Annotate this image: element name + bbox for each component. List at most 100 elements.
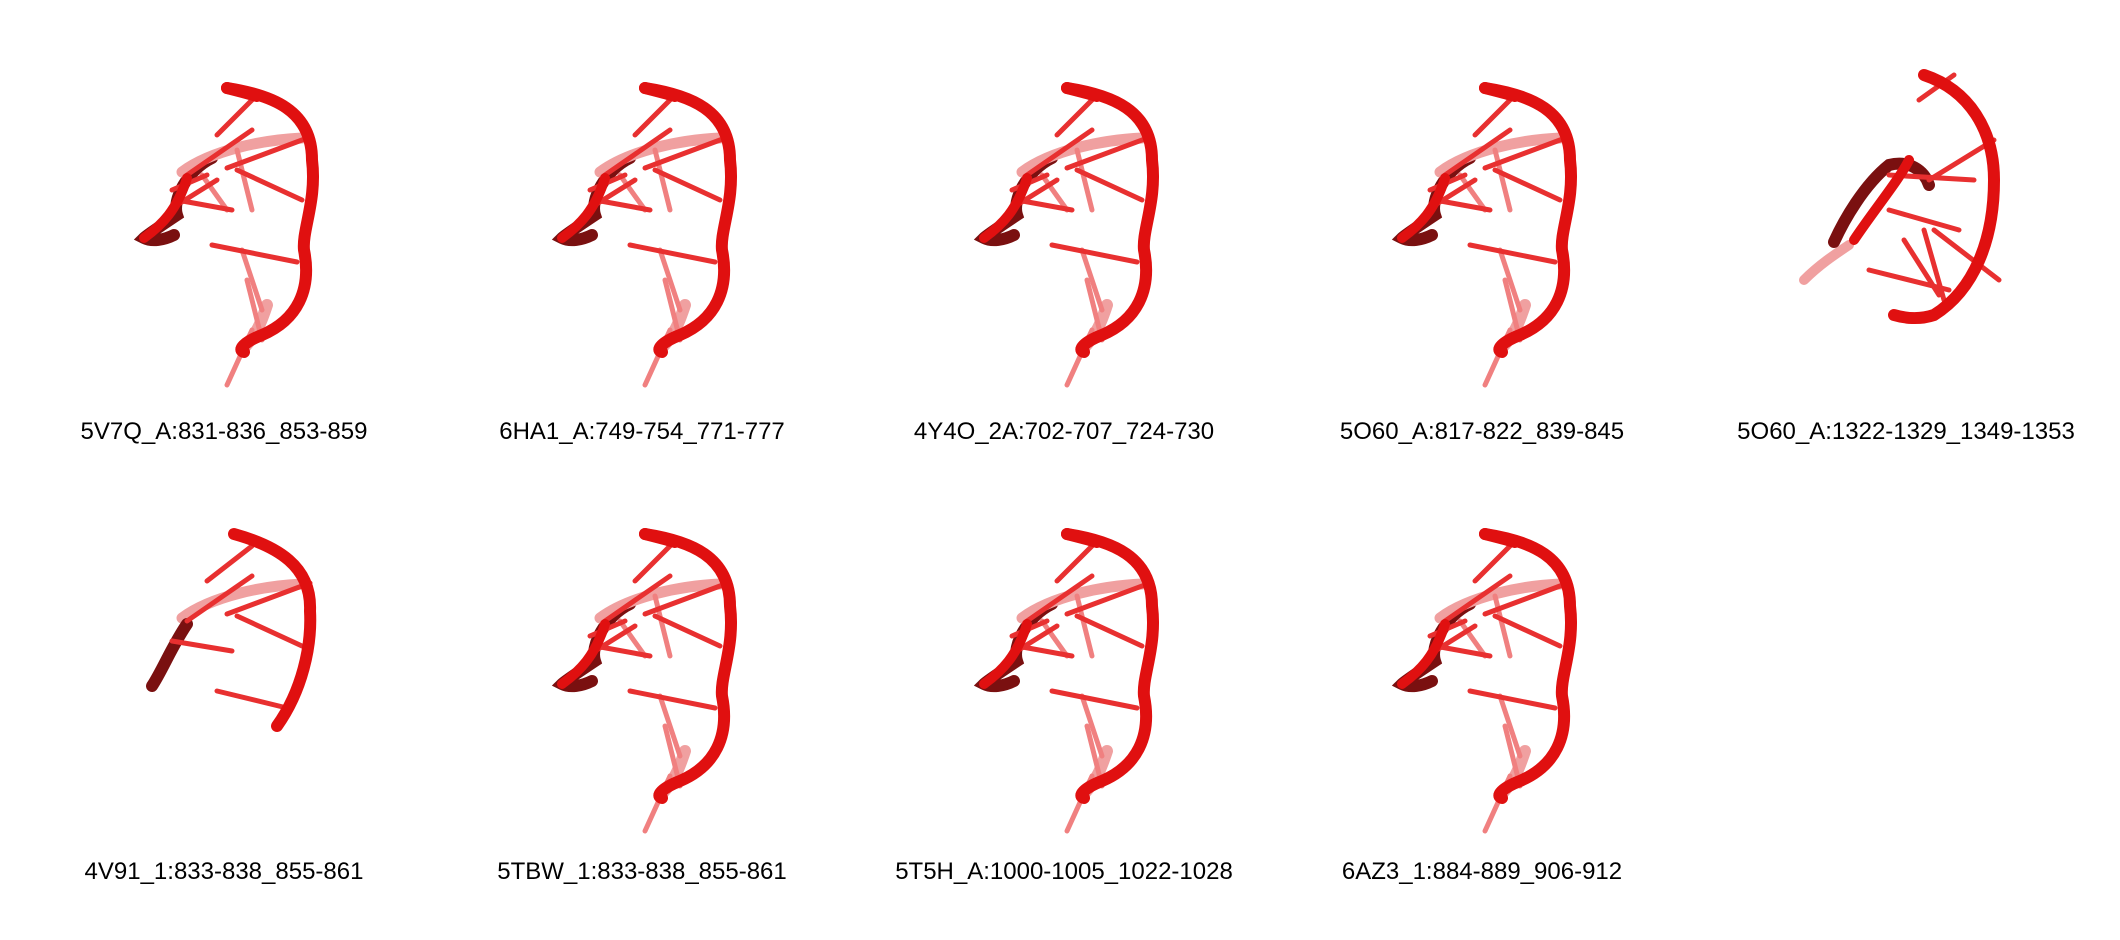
backbone-main (221, 82, 319, 358)
base-stick (169, 638, 235, 654)
rna-structure-render (551, 82, 737, 388)
base-stick (199, 172, 230, 213)
base-stick (1064, 134, 1153, 171)
base-stick (1926, 137, 1997, 183)
backbone-near-strand (1397, 173, 1450, 243)
backbone-far-strand (176, 132, 308, 178)
base-stick (1014, 177, 1060, 208)
base-stick (1024, 573, 1095, 624)
base-stick (1492, 593, 1513, 659)
base-stick (234, 613, 305, 649)
base-stick (1492, 613, 1563, 649)
base-stick (234, 147, 255, 213)
base-stick (617, 618, 648, 659)
base-stick (1079, 247, 1105, 313)
backbone-main (1061, 528, 1159, 804)
structure-panel: 4V91_1:833-838_855-861 (12, 446, 436, 886)
rna-structure-render (551, 528, 737, 834)
base-stick (1472, 538, 1518, 584)
rna-structure-render (1799, 69, 2002, 324)
base-stick (224, 134, 313, 171)
base-stick (184, 127, 255, 178)
structure-panel: 6AZ3_1:884-889_906-912 (1270, 446, 1694, 886)
base-stick (1931, 227, 2002, 283)
base-stick (1492, 147, 1513, 213)
backbone-cap (1479, 82, 1521, 102)
backbone-main (1061, 82, 1159, 358)
base-stick (1497, 247, 1523, 313)
structure-label: 5V7Q_A:831-836_853-859 (80, 418, 368, 445)
backbone-tail (1799, 240, 1854, 285)
backbone-near-strand (979, 173, 1032, 243)
base-stick (657, 693, 683, 759)
base-stick (1457, 618, 1488, 659)
base-stick (214, 688, 290, 711)
rna-structure-render (146, 528, 317, 732)
base-stick (642, 134, 731, 171)
base-stick (652, 167, 723, 203)
structure-panel: 6HA1_A:749-754_771-777 (430, 0, 854, 445)
base-stick (1074, 167, 1145, 203)
base-stick (239, 247, 265, 313)
structure-panel: 5O60_A:1322-1329_1349-1353 (1694, 0, 2118, 445)
base-stick (1472, 92, 1518, 138)
base-stick (1492, 167, 1563, 203)
base-stick (592, 177, 638, 208)
backbone-loop (1828, 157, 1935, 248)
structure-label: 6AZ3_1:884-889_906-912 (1341, 858, 1623, 885)
backbone-cap (1479, 528, 1521, 548)
base-stick (1054, 92, 1100, 138)
rna-structure-render (133, 82, 319, 388)
backbone-far-strand (1016, 578, 1148, 624)
base-stick (174, 177, 220, 208)
rna-structure-render (1391, 528, 1577, 834)
base-stick (627, 242, 718, 265)
base-stick (1866, 267, 1952, 293)
base-stick (1467, 242, 1558, 265)
backbone-near-strand (1849, 155, 1914, 245)
base-stick (617, 172, 648, 213)
backbone-near-strand (979, 619, 1032, 689)
base-stick (204, 543, 255, 584)
base-stick (209, 242, 300, 265)
base-stick (1442, 127, 1513, 178)
structure-label: 4Y4O_2A:702-707_724-730 (913, 418, 1215, 445)
base-stick (214, 92, 260, 138)
base-stick (1079, 693, 1105, 759)
backbone-main (639, 528, 737, 804)
rna-structure-render (973, 82, 1159, 388)
base-stick (1049, 688, 1140, 711)
base-stick (1049, 242, 1140, 265)
base-stick (632, 538, 678, 584)
backbone-cap (639, 528, 681, 548)
backbone-far-strand (1434, 578, 1566, 624)
base-stick (1916, 72, 1957, 103)
structure-panel: 5O60_A:817-822_839-845 (1270, 0, 1694, 445)
backbone-main (1888, 69, 2001, 324)
backbone-far-strand (594, 578, 726, 624)
base-stick (652, 593, 673, 659)
backbone-cap (221, 82, 263, 102)
base-stick (1039, 618, 1070, 659)
base-stick (657, 247, 683, 313)
backbone-cap (1061, 528, 1103, 548)
base-stick (602, 127, 673, 178)
backbone-main (1479, 82, 1577, 358)
backbone-far-strand (594, 132, 726, 178)
base-stick (1457, 172, 1488, 213)
base-stick (1039, 172, 1070, 213)
base-stick (1886, 207, 1962, 233)
structure-label: 5T5H_A:1000-1005_1022-1028 (895, 858, 1233, 885)
base-stick (1467, 688, 1558, 711)
backbone-main (228, 528, 317, 732)
base-stick (1014, 623, 1060, 654)
base-stick (1064, 580, 1153, 617)
backbone-near-strand (139, 173, 192, 243)
backbone-far-strand (1016, 132, 1148, 178)
base-stick (602, 573, 673, 624)
base-stick (1442, 573, 1513, 624)
base-stick (592, 623, 638, 654)
base-stick (642, 580, 731, 617)
base-stick (632, 92, 678, 138)
